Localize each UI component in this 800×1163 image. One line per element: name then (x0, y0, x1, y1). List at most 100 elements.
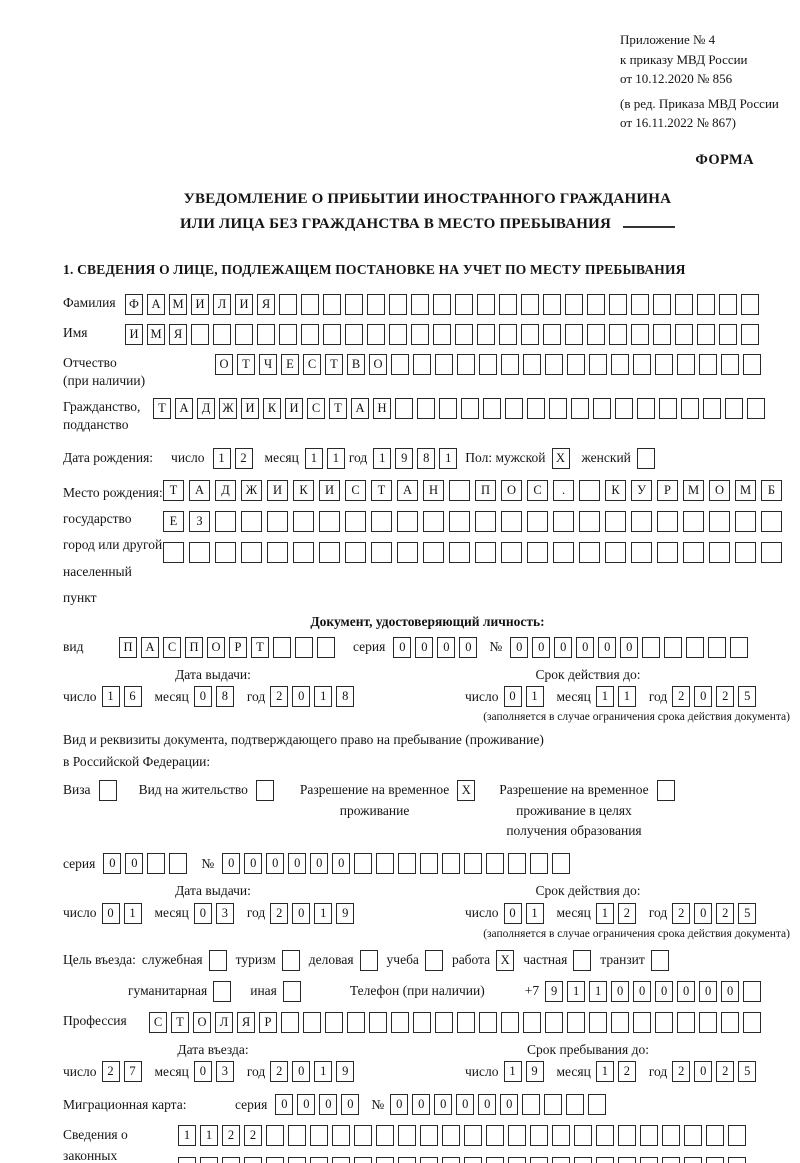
char-box[interactable] (479, 354, 497, 376)
char-box[interactable]: 7 (123, 1061, 142, 1083)
char-box[interactable] (508, 1125, 526, 1147)
char-box[interactable]: 1 (304, 447, 323, 469)
char-box[interactable] (709, 510, 730, 532)
purpose-work[interactable]: работа X (452, 949, 515, 971)
char-box[interactable] (213, 980, 232, 1002)
char-box[interactable] (499, 324, 517, 346)
char-box[interactable] (433, 324, 451, 346)
char-box[interactable]: О (193, 1011, 211, 1033)
purpose-study[interactable]: учеба (387, 949, 443, 971)
char-box[interactable] (565, 324, 583, 346)
char-box[interactable] (178, 1157, 196, 1163)
char-box[interactable] (376, 1157, 394, 1163)
char-box[interactable] (266, 1157, 284, 1163)
char-box[interactable]: 2 (716, 902, 735, 924)
option-residence-permit[interactable]: Вид на жительство (139, 780, 274, 802)
char-box[interactable] (574, 1157, 592, 1163)
char-box[interactable] (683, 541, 704, 563)
char-box[interactable] (633, 354, 651, 376)
char-box[interactable] (697, 324, 715, 346)
char-box[interactable]: 1 (567, 980, 586, 1002)
char-box[interactable] (508, 853, 527, 875)
char-box[interactable]: 1 (595, 1061, 614, 1083)
char-box[interactable]: 0 (297, 1094, 316, 1116)
char-box[interactable]: Т (153, 398, 171, 420)
char-box[interactable]: А (351, 398, 369, 420)
char-box[interactable]: Р (229, 636, 247, 658)
temp-residence-edu-checkbox[interactable] (649, 780, 675, 802)
char-box[interactable] (730, 636, 749, 658)
char-box[interactable] (499, 294, 517, 316)
char-box[interactable]: И (267, 479, 288, 501)
char-box[interactable] (295, 636, 313, 658)
char-box[interactable] (545, 1011, 563, 1033)
char-box[interactable] (631, 541, 652, 563)
char-box[interactable] (761, 510, 782, 532)
char-box[interactable] (686, 636, 705, 658)
char-box[interactable]: К (605, 479, 626, 501)
char-box[interactable]: 5 (738, 902, 757, 924)
char-box[interactable]: А (189, 479, 210, 501)
char-box[interactable]: Л (215, 1011, 233, 1033)
char-box[interactable] (449, 510, 470, 532)
char-box[interactable]: 0 (478, 1094, 497, 1116)
char-box[interactable] (596, 1157, 614, 1163)
char-box[interactable] (442, 853, 461, 875)
char-box[interactable] (609, 324, 627, 346)
char-box[interactable]: З (189, 510, 210, 532)
char-box[interactable] (719, 324, 737, 346)
char-box[interactable]: 9 (336, 1061, 355, 1083)
char-box[interactable] (267, 541, 288, 563)
char-box[interactable] (301, 294, 319, 316)
char-box[interactable]: 2 (716, 1061, 735, 1083)
char-box[interactable]: Ф (125, 294, 143, 316)
char-box[interactable]: Т (163, 479, 184, 501)
char-box[interactable] (721, 354, 739, 376)
char-box[interactable] (325, 1011, 343, 1033)
char-box[interactable] (464, 1125, 482, 1147)
char-box[interactable]: Ж (219, 398, 237, 420)
char-box[interactable]: 0 (292, 902, 311, 924)
option-temp-residence[interactable]: Разрешение на временное проживание X (300, 780, 476, 821)
char-box[interactable] (347, 1011, 365, 1033)
char-box[interactable]: X (551, 447, 570, 469)
char-box[interactable]: 0 (266, 853, 285, 875)
char-box[interactable]: А (147, 294, 165, 316)
char-box[interactable] (523, 354, 541, 376)
char-box[interactable] (631, 510, 652, 532)
char-box[interactable]: 0 (694, 686, 713, 708)
char-box[interactable] (706, 1125, 724, 1147)
char-box[interactable]: 0 (244, 853, 263, 875)
char-box[interactable]: 0 (677, 980, 696, 1002)
char-box[interactable]: 0 (576, 636, 595, 658)
char-box[interactable]: А (175, 398, 193, 420)
char-box[interactable] (486, 1157, 504, 1163)
char-box[interactable] (439, 398, 457, 420)
char-box[interactable] (257, 324, 275, 346)
char-box[interactable] (741, 324, 759, 346)
char-box[interactable]: 1 (589, 980, 608, 1002)
char-box[interactable]: Л (213, 294, 231, 316)
char-box[interactable] (501, 541, 522, 563)
char-box[interactable] (424, 949, 443, 971)
char-box[interactable] (530, 1125, 548, 1147)
char-box[interactable] (442, 1157, 460, 1163)
char-box[interactable] (319, 541, 340, 563)
char-box[interactable]: 1 (439, 447, 458, 469)
purpose-work-checkbox[interactable]: X (490, 949, 515, 971)
char-box[interactable] (677, 354, 695, 376)
char-box[interactable]: А (141, 636, 159, 658)
char-box[interactable] (281, 949, 300, 971)
char-box[interactable]: 2 (672, 686, 691, 708)
char-box[interactable] (354, 1125, 372, 1147)
char-box[interactable]: С (345, 479, 366, 501)
char-box[interactable]: У (631, 479, 652, 501)
char-box[interactable] (530, 853, 549, 875)
visa-checkbox[interactable] (91, 780, 117, 802)
char-box[interactable] (527, 398, 545, 420)
char-box[interactable] (631, 294, 649, 316)
purpose-other-checkbox[interactable] (277, 980, 301, 1002)
char-box[interactable]: 0 (125, 853, 144, 875)
char-box[interactable]: 1 (525, 686, 544, 708)
char-box[interactable]: 0 (510, 636, 529, 658)
